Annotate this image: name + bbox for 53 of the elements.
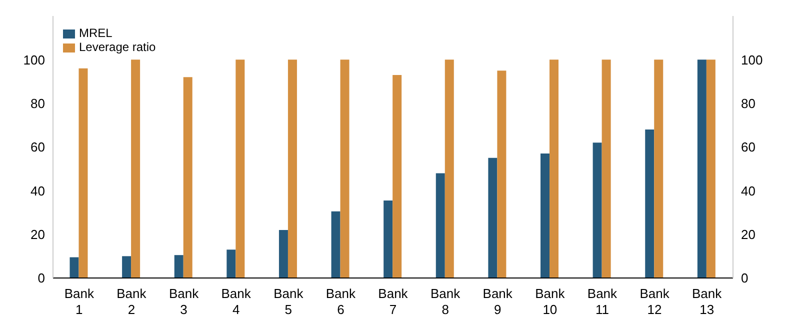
y-tick-label: 40 (30, 183, 45, 198)
bar (226, 250, 236, 278)
bar (706, 60, 716, 278)
y2-tick-label: 100 (741, 52, 763, 68)
x-tick-label: Bank 3 (168, 286, 200, 317)
bar (278, 230, 288, 278)
bar (131, 60, 140, 278)
x-tick-label: Bank 5 (274, 286, 304, 317)
legend-label: Leverage ratio (79, 40, 156, 54)
bar (654, 60, 664, 278)
bar (392, 74, 402, 278)
legend-label: MREL (79, 26, 112, 40)
y-tick-label: 0 (38, 270, 45, 286)
bar (384, 200, 393, 278)
bar (645, 130, 654, 278)
x-tick-label: Bank 10 (535, 286, 566, 317)
y2-tick-label: 60 (741, 140, 756, 155)
y-tick-label: 100 (23, 52, 45, 68)
bar (550, 60, 559, 278)
bar (331, 211, 340, 278)
bar (436, 173, 445, 278)
x-tick-label: Bank 11 (587, 286, 618, 317)
x-tick-label: Bank 8 (430, 286, 461, 317)
y2-tick-label: 0 (741, 270, 748, 286)
y-tick-label: 80 (30, 96, 45, 111)
x-tick-label: Bank 9 (482, 286, 513, 317)
bar (488, 158, 498, 278)
bar (183, 77, 192, 278)
bar (592, 142, 602, 278)
bar (236, 60, 245, 278)
x-tick-label: Bank 4 (221, 286, 252, 317)
x-tick-label: Bank 13 (692, 286, 722, 317)
bar (444, 60, 454, 278)
y2-tick-label: 20 (741, 226, 756, 242)
bar (540, 154, 550, 278)
bar (174, 255, 184, 278)
x-tick-label: Bank 12 (640, 286, 670, 317)
y-tick-label: 60 (30, 140, 45, 155)
y2-tick-label: 40 (741, 183, 756, 198)
bar (697, 60, 706, 278)
bar (78, 68, 88, 278)
bar (70, 257, 79, 278)
x-tick-label: Bank 6 (326, 286, 356, 317)
y2-tick-label: 80 (741, 96, 756, 111)
bar (497, 70, 506, 278)
bar (288, 60, 297, 278)
x-tick-label: Bank 7 (378, 286, 408, 317)
bar (122, 256, 132, 278)
bar (602, 60, 611, 278)
x-tick-label: Bank 2 (116, 286, 147, 317)
y-tick-label: 20 (30, 226, 45, 242)
x-tick-label: Bank 1 (64, 286, 94, 317)
bar (340, 60, 350, 278)
